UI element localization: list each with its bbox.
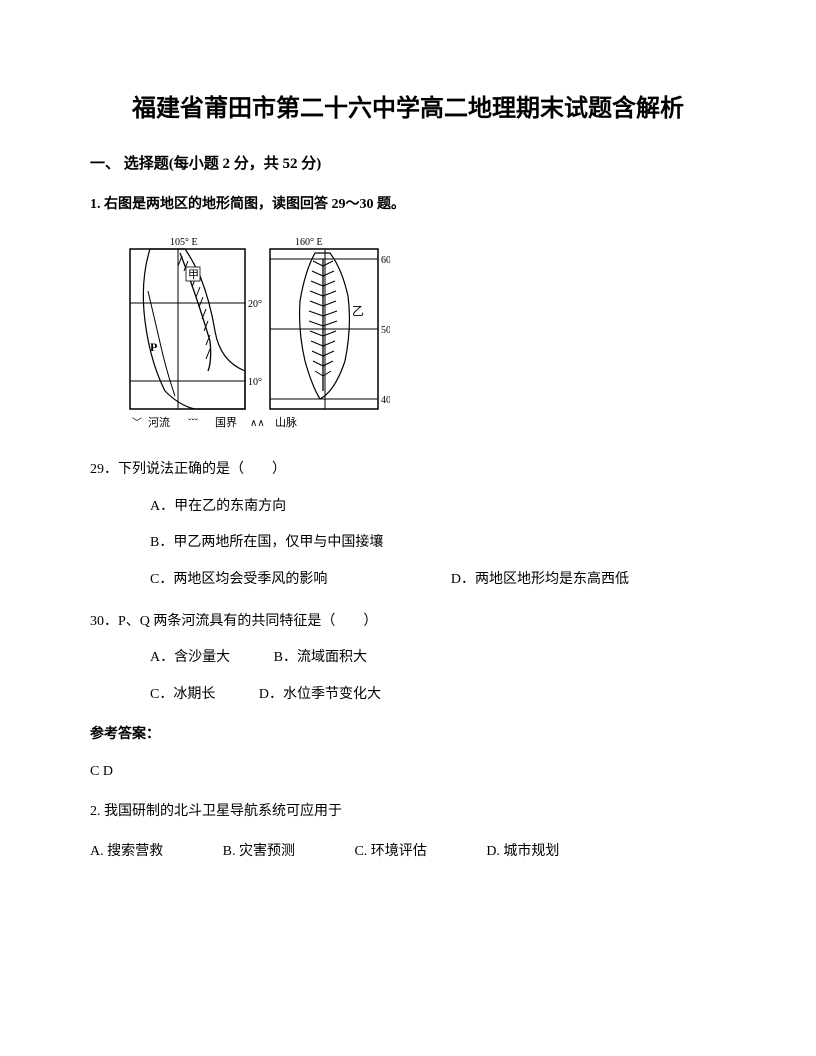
q2-opt-a: A. 搜索营救 <box>90 841 163 863</box>
right-lon-label: 160° E <box>295 237 323 248</box>
legend-border: 国界 <box>215 416 237 429</box>
right-lat-40: 40° <box>381 395 390 406</box>
q29-text: 29．下列说法正确的是（ ） <box>90 459 726 481</box>
q30-opt-ab: A．含沙量大 B．流域面积大 <box>150 647 726 669</box>
right-lat-50: 50° <box>381 325 390 336</box>
q29-opt-a: A．甲在乙的东南方向 <box>150 496 726 518</box>
map-svg: 105° E 20° 10° P 甲 160° E 60° 50° 40° <box>120 231 390 431</box>
q30-opt-b: B．流域面积大 <box>274 647 367 669</box>
left-lat-20: 20° <box>248 299 262 310</box>
legend-river-sym: ﹀ <box>132 417 142 429</box>
answer-text: C D <box>90 761 726 783</box>
left-lon-label: 105° E <box>170 237 198 248</box>
left-marker-jia: 甲 <box>188 269 199 281</box>
map-figure: 105° E 20° 10° P 甲 160° E 60° 50° 40° <box>120 231 726 440</box>
q30-options: A．含沙量大 B．流域面积大 C．冰期长 D．水位季节变化大 <box>150 647 726 706</box>
q1-stem: 1. 右图是两地区的地形简图，读图回答 29～30 题。 <box>90 194 726 216</box>
legend-mtn: 山脉 <box>275 415 297 429</box>
q29-opt-cd: C．两地区均会受季风的影响 D．两地区地形均是东高西低 <box>150 569 726 591</box>
right-marker-yi: 乙 <box>352 304 364 318</box>
q29-opt-b: B．甲乙两地所在国，仅甲与中国接壤 <box>150 532 726 554</box>
q29-opt-d: D．两地区地形均是东高西低 <box>451 569 629 591</box>
right-lat-60: 60° <box>381 255 390 266</box>
q2-stem: 2. 我国研制的北斗卫星导航系统可应用于 <box>90 801 726 823</box>
q29-opt-c: C．两地区均会受季风的影响 <box>150 572 327 587</box>
left-lat-10: 10° <box>248 377 262 388</box>
legend-mtn-sym: ∧∧ <box>250 418 265 429</box>
section-header: 一、 选择题(每小题 2 分，共 52 分) <box>90 152 726 176</box>
q29-options: A．甲在乙的东南方向 B．甲乙两地所在国，仅甲与中国接壤 C．两地区均会受季风的… <box>150 496 726 591</box>
legend-border-sym: ˇˇˇ <box>188 418 199 429</box>
q30-opt-c: C．冰期长 <box>150 684 215 706</box>
q30-text: 30．P、Q 两条河流具有的共同特征是（ ） <box>90 611 726 633</box>
page-title: 福建省莆田市第二十六中学高二地理期末试题含解析 <box>90 90 726 128</box>
answer-label: 参考答案： <box>90 724 726 746</box>
q30-opt-cd: C．冰期长 D．水位季节变化大 <box>150 684 726 706</box>
q2-opt-c: C. 环境评估 <box>354 841 426 863</box>
legend-river: 河流 <box>148 415 170 429</box>
q30-opt-d: D．水位季节变化大 <box>259 684 381 706</box>
q2-options: A. 搜索营救 B. 灾害预测 C. 环境评估 D. 城市规划 <box>90 841 726 863</box>
left-marker-p: P <box>150 340 157 354</box>
q2-opt-d: D. 城市规划 <box>486 841 559 863</box>
q2-opt-b: B. 灾害预测 <box>223 841 295 863</box>
q30-opt-a: A．含沙量大 <box>150 647 230 669</box>
